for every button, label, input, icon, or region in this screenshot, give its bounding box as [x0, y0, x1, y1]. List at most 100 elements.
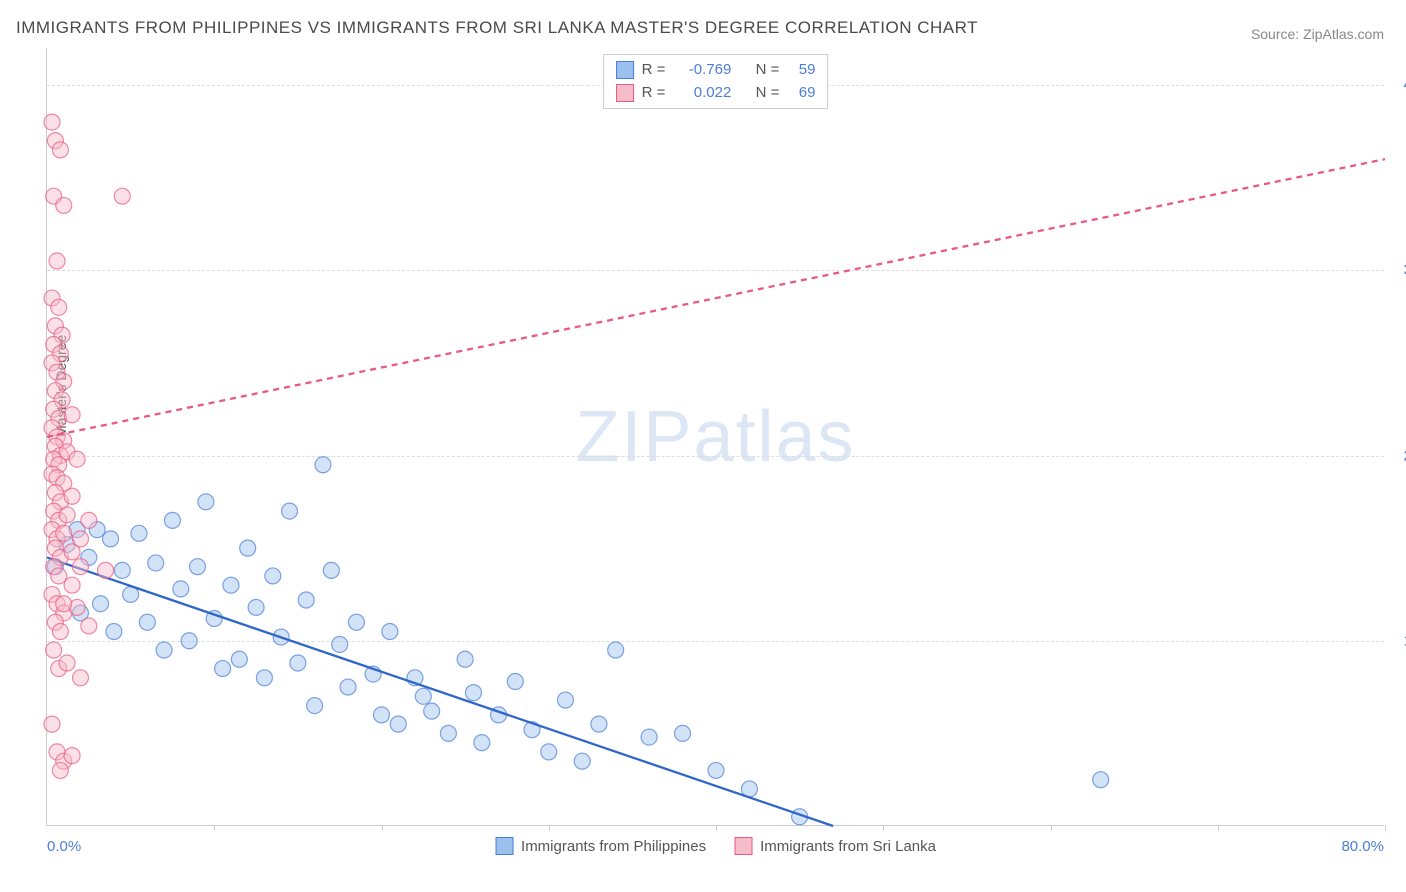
source-attribution: Source: ZipAtlas.com [1251, 26, 1384, 42]
legend-n-label: N = [756, 82, 780, 105]
scatter-point [332, 636, 348, 652]
scatter-point [56, 525, 72, 541]
scatter-point [240, 540, 256, 556]
legend-swatch-blue [616, 61, 634, 79]
scatter-point [323, 562, 339, 578]
scatter-point [457, 651, 473, 667]
scatter-point [374, 707, 390, 723]
legend-r-label: R = [642, 82, 666, 105]
scatter-point [474, 735, 490, 751]
scatter-point [348, 614, 364, 630]
scatter-point [51, 299, 67, 315]
legend-n-value: 59 [787, 59, 815, 82]
x-tick [883, 825, 884, 831]
scatter-point [507, 674, 523, 690]
x-tick [1051, 825, 1052, 831]
scatter-point [64, 577, 80, 593]
scatter-point [415, 688, 431, 704]
stats-legend-row: R = -0.769 N = 59 [616, 59, 816, 82]
scatter-point [390, 716, 406, 732]
scatter-point [114, 188, 130, 204]
plot-area: Master's Degree ZIPatlas 10.0%20.0%30.0%… [46, 48, 1384, 826]
scatter-point [248, 599, 264, 615]
scatter-point [52, 142, 68, 158]
trend-line [47, 159, 1385, 437]
scatter-point [64, 407, 80, 423]
scatter-point [298, 592, 314, 608]
scatter-point [265, 568, 281, 584]
series-legend-item: Immigrants from Sri Lanka [734, 837, 936, 855]
scatter-point [131, 525, 147, 541]
series-legend-label: Immigrants from Sri Lanka [760, 838, 936, 855]
legend-swatch-pink [616, 84, 634, 102]
scatter-point [44, 114, 60, 130]
scatter-point [190, 559, 206, 575]
scatter-point [49, 253, 65, 269]
legend-swatch-blue [495, 837, 513, 855]
scatter-point [608, 642, 624, 658]
scatter-point [59, 655, 75, 671]
scatter-point [93, 596, 109, 612]
scatter-point [81, 512, 97, 528]
scatter-point [148, 555, 164, 571]
scatter-point [290, 655, 306, 671]
scatter-point [64, 488, 80, 504]
scatter-point [440, 725, 456, 741]
scatter-point [231, 651, 247, 667]
scatter-point [215, 661, 231, 677]
x-tick [1385, 825, 1386, 831]
legend-r-value: 0.022 [673, 82, 731, 105]
x-tick [214, 825, 215, 831]
scatter-point [641, 729, 657, 745]
x-tick [716, 825, 717, 831]
legend-r-value: -0.769 [673, 59, 731, 82]
scatter-point [69, 451, 85, 467]
scatter-point [315, 457, 331, 473]
scatter-point [44, 716, 60, 732]
scatter-point [164, 512, 180, 528]
scatter-point [675, 725, 691, 741]
scatter-point [72, 531, 88, 547]
scatter-point [1093, 772, 1109, 788]
legend-n-label: N = [756, 59, 780, 82]
scatter-point [256, 670, 272, 686]
scatter-point [708, 762, 724, 778]
scatter-point [103, 531, 119, 547]
scatter-point [59, 507, 75, 523]
scatter-point [465, 685, 481, 701]
legend-swatch-pink [734, 837, 752, 855]
scatter-point [56, 197, 72, 213]
scatter-point [223, 577, 239, 593]
scatter-point [198, 494, 214, 510]
scatter-point [156, 642, 172, 658]
scatter-point [64, 748, 80, 764]
scatter-point [52, 762, 68, 778]
scatter-point [424, 703, 440, 719]
scatter-point [173, 581, 189, 597]
legend-n-value: 69 [787, 82, 815, 105]
scatter-point [81, 618, 97, 634]
scatter-point [46, 642, 62, 658]
series-legend-item: Immigrants from Philippines [495, 837, 706, 855]
scatter-point [106, 624, 122, 640]
x-axis-max-label: 80.0% [1341, 838, 1384, 855]
scatter-point [382, 624, 398, 640]
scatter-point [139, 614, 155, 630]
scatter-point [307, 698, 323, 714]
scatter-svg [47, 48, 1384, 825]
scatter-point [574, 753, 590, 769]
x-tick [382, 825, 383, 831]
scatter-point [52, 624, 68, 640]
series-legend: Immigrants from Philippines Immigrants f… [495, 837, 936, 855]
scatter-point [541, 744, 557, 760]
trend-line [47, 557, 833, 826]
stats-legend-row: R = 0.022 N = 69 [616, 82, 816, 105]
scatter-point [72, 670, 88, 686]
scatter-point [181, 633, 197, 649]
x-axis-min-label: 0.0% [47, 838, 81, 855]
scatter-point [72, 559, 88, 575]
x-tick [549, 825, 550, 831]
legend-r-label: R = [642, 59, 666, 82]
scatter-point [340, 679, 356, 695]
scatter-point [557, 692, 573, 708]
